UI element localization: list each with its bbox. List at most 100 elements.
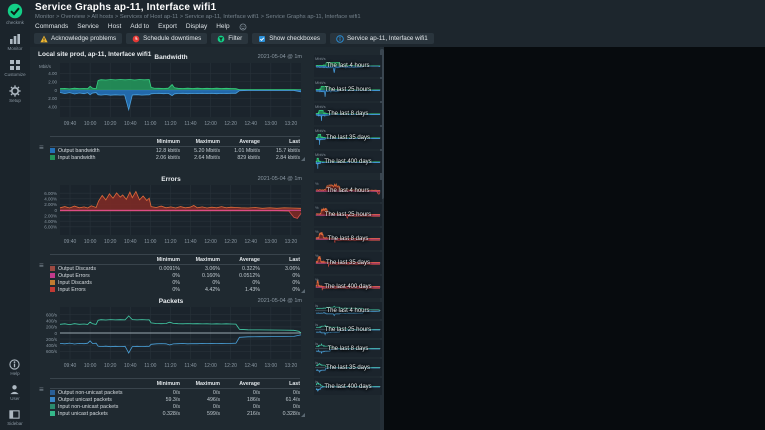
thumbnail-plot bbox=[314, 228, 382, 250]
downtime-icon bbox=[132, 35, 140, 42]
legend-row[interactable]: Output non-unicast packets 0/s 0/s 0/s 0/s bbox=[50, 389, 300, 396]
graph-thumbnail-bandwidth-the-last-35-days[interactable]: Mbit/s The last 35 days bbox=[314, 127, 382, 149]
graph-thumbnail-packets-the-last-8-days[interactable]: /s The last 8 days bbox=[314, 340, 382, 357]
legend-value: 1.01 Mbit/s bbox=[234, 147, 260, 154]
menu-bar: Commands Service Host Add to Export Display He… bbox=[35, 22, 247, 31]
graph-thumbnail-packets-the-last-4-hours[interactable]: /s The last 4 hours bbox=[314, 302, 382, 319]
action-button-schedule-downtimes[interactable]: Schedule downtimes bbox=[126, 33, 208, 44]
graph-thumbnail-errors-the-last-35-days[interactable]: % The last 35 days bbox=[314, 252, 382, 274]
sidebar-item-user[interactable]: User bbox=[9, 384, 20, 401]
legend-series-label: Input Errors bbox=[50, 287, 140, 293]
action-button-filter[interactable]: Filter bbox=[211, 33, 249, 44]
legend-resize-grip[interactable] bbox=[301, 413, 305, 417]
legend-color-swatch bbox=[50, 148, 55, 153]
graph-thumbnail-packets-the-last-25-hours[interactable]: /s The last 25 hours bbox=[314, 321, 382, 338]
svg-text:11:00: 11:00 bbox=[144, 121, 156, 127]
legend-menu-icon[interactable]: ≡ bbox=[39, 261, 44, 270]
scrollbar-thumb[interactable] bbox=[380, 49, 384, 199]
graph-thumbnail-bandwidth-the-last-25-hours[interactable]: Mbit/s The last 25 hours bbox=[314, 79, 382, 101]
graph-thumbnail-errors-the-last-8-days[interactable]: % The last 8 days bbox=[314, 228, 382, 250]
graph-thumbnail-packets-the-last-400-days[interactable]: /s The last 400 days bbox=[314, 378, 382, 395]
menu-item-commands[interactable]: Commands bbox=[35, 23, 69, 30]
legend-row[interactable]: Output bandwidth 12.8 kbit/s 5.20 Mbit/s 1.… bbox=[50, 147, 300, 154]
graph-plot-errors[interactable]: 09:40 10:00 10:20 10:40 11:00 11:20 11:40 12:00… bbox=[38, 185, 304, 245]
graph-plot-bandwidth[interactable]: 09:40 10:00 10:20 10:40 11:00 11:20 11:40 12:00… bbox=[38, 63, 304, 127]
svg-text:13:20: 13:20 bbox=[285, 363, 298, 369]
legend-value: 5.20 Mbit/s bbox=[194, 147, 220, 154]
legend-row[interactable]: Input Discards 0% 0% 0% 0% bbox=[50, 279, 300, 286]
svg-text:10:40: 10:40 bbox=[124, 239, 137, 245]
graph-thumbnail-errors-the-last-25-hours[interactable]: % The last 25 hours bbox=[314, 204, 382, 226]
graph-thumbnail-bandwidth-the-last-400-days[interactable]: Mbit/s The last 400 days bbox=[314, 151, 382, 173]
graph-thumbnail-bandwidth-the-last-4-hours[interactable]: Mbit/s The last 4 hours bbox=[314, 55, 382, 77]
legend-column-last: Last bbox=[289, 138, 300, 145]
legend-column-average: Average bbox=[239, 138, 260, 145]
sidebar-item-sidebar[interactable]: Sidebar bbox=[7, 409, 23, 426]
legend-resize-grip[interactable] bbox=[301, 289, 305, 293]
legend-column-average: Average bbox=[239, 256, 260, 263]
svg-text:12:00: 12:00 bbox=[204, 363, 217, 369]
legend-value: 496/s bbox=[207, 396, 220, 403]
legend-series-label: Input bandwidth bbox=[50, 155, 140, 161]
graph-collection-title: Local site prod, ap-11, Interface wifi1 bbox=[38, 51, 152, 58]
svg-text:4.00: 4.00 bbox=[48, 71, 57, 76]
customize-icon bbox=[9, 60, 20, 70]
legend-row[interactable]: Input unicast packets 0.328/s 599/s 216/s 0.… bbox=[50, 410, 300, 417]
menu-item-host[interactable]: Host bbox=[107, 23, 122, 30]
menu-item-add-to[interactable]: Add to bbox=[130, 23, 150, 30]
legend-row[interactable]: Output Errors 0% 0.160% 0.0512% 0% bbox=[50, 272, 300, 279]
svg-text:13:00: 13:00 bbox=[265, 363, 278, 369]
graph-section-errors: Errors 2021-05-04 @ 1m 09:40 10:00 10:20 10:4… bbox=[38, 176, 305, 293]
graph-plot-packets[interactable]: 09:40 10:00 10:20 10:40 11:00 11:20 11:40 12:00… bbox=[38, 307, 304, 369]
sidebar-item-monitor[interactable]: Monitor bbox=[4, 33, 25, 51]
legend-value: 216/s bbox=[247, 410, 260, 417]
scrollbar[interactable] bbox=[380, 47, 384, 430]
legend-series-label: Input unicast packets bbox=[50, 411, 140, 417]
legend-value: 0% bbox=[172, 272, 180, 279]
graph-header: Bandwidth 2021-05-04 @ 1m bbox=[38, 54, 304, 63]
legend-row[interactable]: Output Discards 0.0091% 3.06% 0.322% 3.06% bbox=[50, 265, 300, 272]
graph-thumbnail-errors-the-last-4-hours[interactable]: % The last 4 hours bbox=[314, 180, 382, 202]
menu-item-display[interactable]: Display bbox=[185, 23, 208, 30]
checkbox-icon bbox=[259, 35, 266, 42]
svg-text:2.00: 2.00 bbox=[48, 79, 57, 84]
checkmk-logo[interactable]: checkmk bbox=[6, 3, 24, 25]
svg-text:400/s: 400/s bbox=[46, 343, 58, 348]
legend-series-name: Input non-unicast packets bbox=[58, 403, 119, 410]
legend-menu-icon[interactable]: ≡ bbox=[39, 385, 44, 394]
menu-item-export[interactable]: Export bbox=[158, 23, 177, 30]
legend-value: 0% bbox=[292, 272, 300, 279]
thumbnail-group-bandwidth: Mbit/s The last 4 hours Mbit/s The last 25 … bbox=[314, 55, 382, 175]
legend-menu-icon[interactable]: ≡ bbox=[39, 143, 44, 152]
legend-value: 59.3/s bbox=[165, 396, 180, 403]
graph-thumbnail-errors-the-last-400-days[interactable]: % The last 400 days bbox=[314, 276, 382, 298]
graph-thumbnail-bandwidth-the-last-8-days[interactable]: Mbit/s The last 8 days bbox=[314, 103, 382, 125]
legend-column-minimum: Minimum bbox=[156, 380, 180, 387]
svg-text:11:00: 11:00 bbox=[144, 239, 156, 245]
legend-row[interactable]: Input bandwidth 2.06 kbit/s 2.64 Mbit/s 829… bbox=[50, 154, 300, 161]
svg-text:10:20: 10:20 bbox=[104, 239, 117, 245]
menu-item-help[interactable]: Help bbox=[216, 23, 230, 30]
svg-text:2.00%: 2.00% bbox=[44, 202, 57, 207]
sidebar-item-setup[interactable]: Setup bbox=[4, 85, 25, 103]
action-button-service-ap-11-interface-wifi1[interactable]: Service ap-11, Interface wifi1 bbox=[329, 33, 434, 44]
legend-series-label: Input non-unicast packets bbox=[50, 404, 140, 410]
thumbnail-group-errors: % The last 4 hours% The last 25 hours% The … bbox=[314, 180, 382, 300]
legend-resize-grip[interactable] bbox=[301, 157, 305, 161]
sidebar-item-customize[interactable]: Customize bbox=[4, 59, 26, 77]
breadcrumb[interactable]: Monitor > Overview > All hosts > Service… bbox=[35, 14, 361, 20]
sidebar-item-help[interactable]: Help bbox=[9, 359, 21, 376]
legend-row[interactable]: Input non-unicast packets 0/s 0/s 0/s 0/s bbox=[50, 403, 300, 410]
action-button-show-checkboxes[interactable]: Show checkboxes bbox=[252, 33, 326, 44]
legend-row[interactable]: Output unicast packets 59.3/s 496/s 186/s 61… bbox=[50, 396, 300, 403]
legend-row[interactable]: Input Errors 0% 4.42% 1.43% 0% bbox=[50, 286, 300, 293]
nav-rail-items: Monitor Customize Setup bbox=[4, 25, 26, 103]
legend-value: 186/s bbox=[247, 396, 260, 403]
action-button-acknowledge-problems[interactable]: Acknowledge problems bbox=[34, 33, 123, 44]
thumbnail-plot bbox=[314, 151, 382, 173]
legend-color-swatch bbox=[50, 280, 55, 285]
legend-column-last: Last bbox=[289, 256, 300, 263]
graph-thumbnail-packets-the-last-35-days[interactable]: /s The last 35 days bbox=[314, 359, 382, 376]
smiley-icon[interactable] bbox=[239, 23, 247, 31]
menu-item-service[interactable]: Service bbox=[77, 23, 99, 30]
